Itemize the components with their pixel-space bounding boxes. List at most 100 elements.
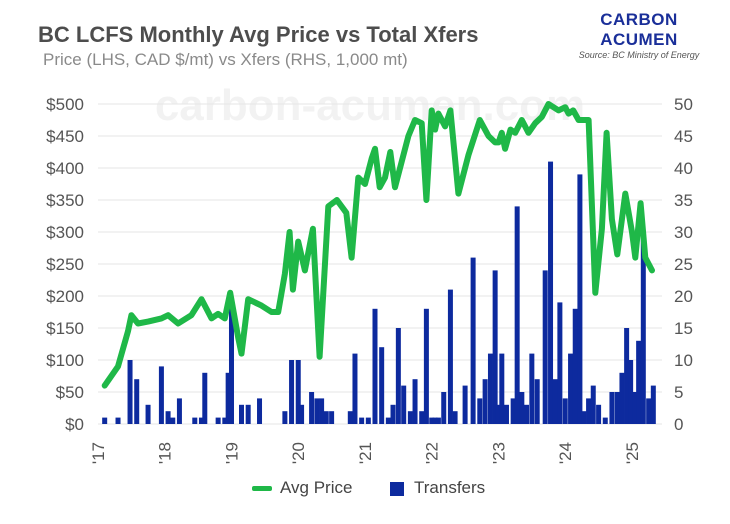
transfer-bar: [419, 411, 425, 424]
transfer-bar: [412, 379, 418, 424]
transfer-bar: [192, 417, 198, 424]
transfer-bar: [596, 404, 602, 424]
transfer-bar: [198, 417, 204, 424]
brand-line-1: CARBON: [600, 10, 678, 29]
transfer-bar: [245, 404, 251, 424]
transfer-bar: [636, 340, 642, 424]
transfer-bar: [628, 360, 634, 424]
transfer-bar: [435, 417, 441, 424]
y-right-tick-label: 0: [674, 415, 683, 434]
transfer-bar: [314, 398, 320, 424]
transfer-bar: [395, 328, 401, 424]
transfer-bar: [365, 417, 371, 424]
y-right-tick-label: 45: [674, 127, 693, 146]
transfer-bar: [524, 404, 530, 424]
transfer-bar: [510, 398, 516, 424]
transfer-bar: [228, 302, 234, 424]
x-tick-label: '17: [89, 442, 108, 464]
transfer-bar: [309, 392, 315, 424]
transfer-bar: [299, 404, 305, 424]
transfer-bar: [650, 385, 656, 424]
y-right-tick-label: 35: [674, 191, 693, 210]
y-left-tick-label: $100: [46, 351, 84, 370]
transfer-bar: [482, 379, 488, 424]
transfer-bar: [379, 347, 385, 424]
transfer-bar: [577, 174, 583, 424]
transfers-bars: [102, 161, 656, 424]
transfer-bar: [514, 206, 520, 424]
price-line: [101, 101, 655, 389]
y-left-tick-label: $50: [56, 383, 84, 402]
x-tick-label: '22: [423, 442, 442, 464]
chart-title: BC LCFS Monthly Avg Price vs Total Xfers: [38, 22, 479, 47]
y-left-tick-label: $500: [46, 95, 84, 114]
y-left-tick-label: $300: [46, 223, 84, 242]
transfer-bar: [385, 417, 391, 424]
x-tick-label: '25: [623, 442, 642, 464]
x-tick-label: '23: [489, 442, 508, 464]
transfer-bar: [202, 372, 208, 424]
transfer-bar: [632, 392, 638, 424]
y-right-tick-label: 25: [674, 255, 693, 274]
y-right-tick-label: 10: [674, 351, 693, 370]
y-right-tick-label: 30: [674, 223, 693, 242]
transfer-bar: [552, 379, 558, 424]
transfer-bar: [319, 398, 325, 424]
transfer-bar: [222, 417, 228, 424]
transfer-bar: [542, 270, 548, 424]
transfer-bar: [127, 360, 133, 424]
transfer-bar: [487, 353, 493, 424]
transfer-bar: [176, 398, 182, 424]
transfer-bar: [503, 404, 509, 424]
transfer-bar: [423, 308, 429, 424]
y-left-tick-label: $250: [46, 255, 84, 274]
legend-price-label: Avg Price: [280, 478, 353, 497]
transfer-bar: [519, 392, 525, 424]
transfer-bar: [624, 328, 630, 424]
transfer-bar: [548, 161, 554, 424]
watermark-text: carbon-acumen.com: [155, 81, 585, 130]
transfer-bar: [568, 353, 574, 424]
x-tick-label: '24: [556, 442, 575, 464]
transfer-bar: [462, 385, 468, 424]
y-axis-left-ticks: $0 $50 $100 $150 $200 $250 $300 $350 $400 $450 $50…: [46, 95, 84, 434]
y-right-tick-label: 5: [674, 383, 683, 402]
transfer-bar: [646, 398, 652, 424]
legend-transfers-label: Transfers: [414, 478, 486, 497]
transfer-bar: [581, 411, 587, 424]
transfer-bar: [352, 353, 358, 424]
y-right-tick-label: 40: [674, 159, 693, 178]
transfer-bar: [640, 232, 646, 424]
transfer-bar: [134, 379, 140, 424]
transfer-bar: [257, 398, 263, 424]
transfer-bar: [441, 392, 447, 424]
transfer-bar: [452, 411, 458, 424]
transfer-bar: [499, 353, 505, 424]
transfer-bar: [401, 385, 407, 424]
transfer-bar: [602, 417, 608, 424]
transfer-bar: [495, 404, 501, 424]
y-left-tick-label: $400: [46, 159, 84, 178]
transfer-bar: [590, 385, 596, 424]
y-right-tick-label: 15: [674, 319, 693, 338]
transfer-bar: [165, 411, 171, 424]
transfer-bar: [534, 379, 540, 424]
transfer-bar: [477, 398, 483, 424]
transfer-bar: [347, 411, 353, 424]
transfer-bar: [329, 411, 335, 424]
transfer-bar: [295, 360, 301, 424]
transfer-bar: [215, 417, 221, 424]
legend-price-swatch: [252, 486, 272, 492]
x-tick-label: '21: [356, 442, 375, 464]
transfer-bar: [609, 392, 615, 424]
transfer-bar: [432, 417, 438, 424]
transfer-bar: [529, 353, 535, 424]
y-left-tick-label: $350: [46, 191, 84, 210]
transfer-bar: [289, 360, 295, 424]
legend-price: Avg Price: [252, 478, 352, 498]
y-axis-right-ticks: 0 5 10 15 20 25 30 35 40 45 50: [674, 95, 693, 434]
transfer-bar: [562, 398, 568, 424]
transfer-bar: [492, 270, 498, 424]
transfer-bar: [429, 417, 435, 424]
